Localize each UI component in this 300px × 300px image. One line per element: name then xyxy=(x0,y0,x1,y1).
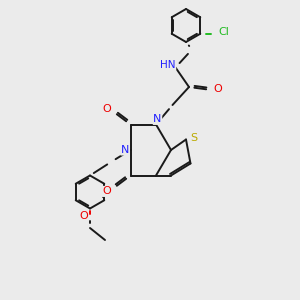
Text: O: O xyxy=(79,211,88,221)
Text: HN: HN xyxy=(160,60,176,70)
Text: N: N xyxy=(153,114,162,124)
Text: O: O xyxy=(214,83,223,94)
Text: S: S xyxy=(190,133,197,143)
Text: O: O xyxy=(102,103,111,114)
Text: O: O xyxy=(102,186,111,197)
Text: Cl: Cl xyxy=(218,27,229,37)
Text: N: N xyxy=(121,145,129,155)
